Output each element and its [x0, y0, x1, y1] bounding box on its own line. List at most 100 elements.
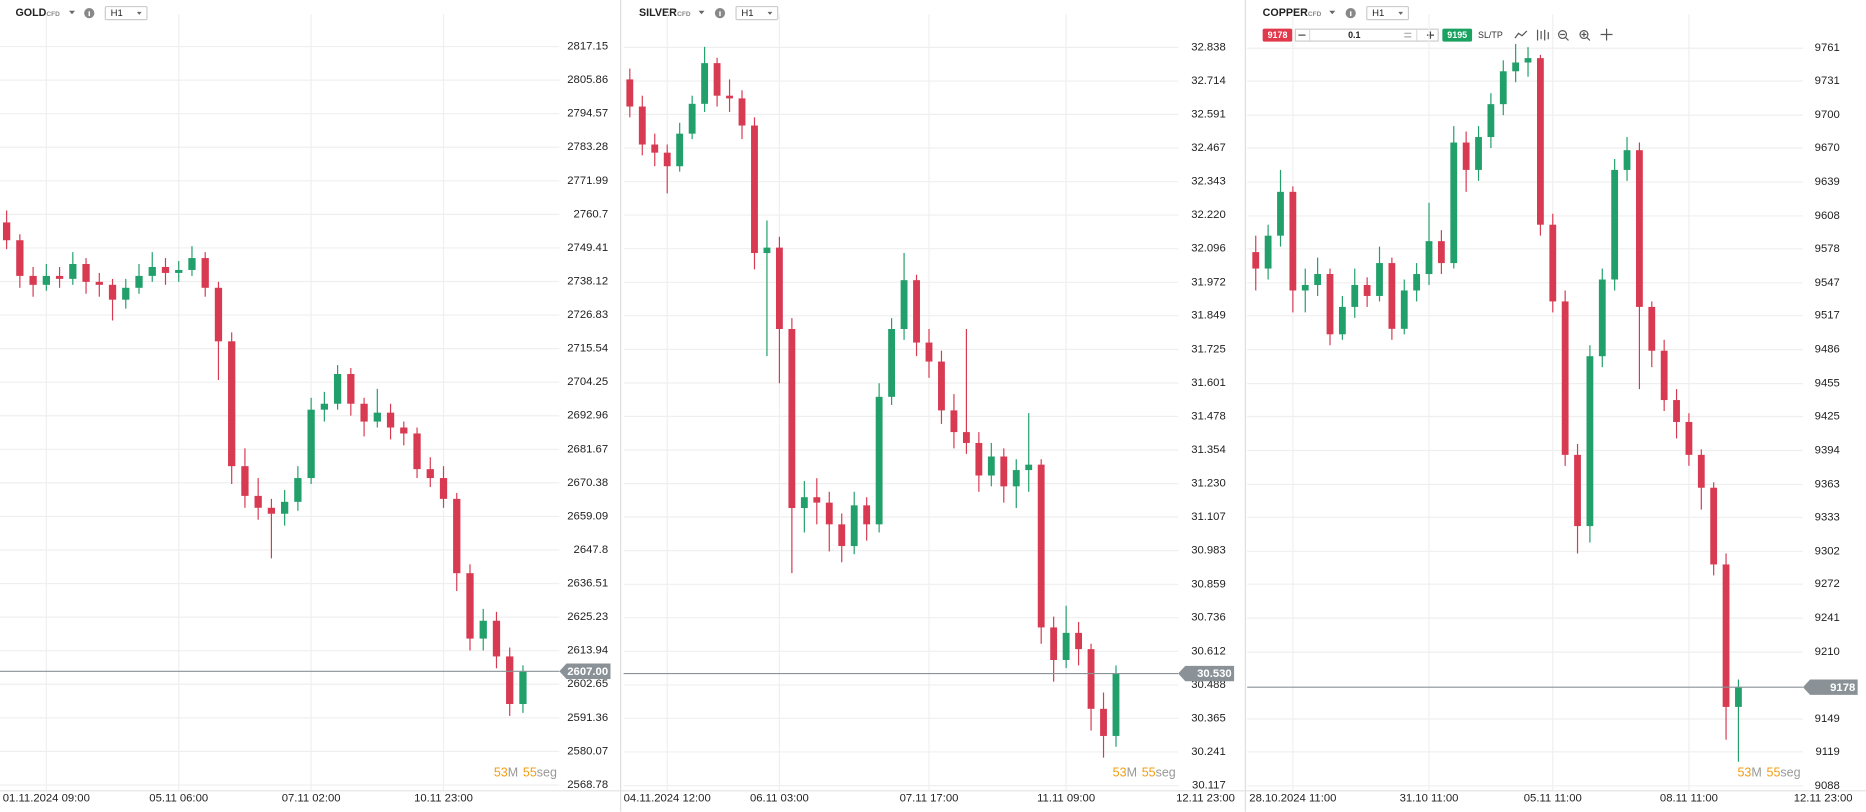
symbol-title[interactable]: GOLD: [15, 7, 46, 19]
dropdown-arrow[interactable]: [1329, 10, 1336, 15]
y-tick-label: 9486: [1815, 344, 1840, 356]
y-tick-label: 9149: [1815, 713, 1840, 725]
x-tick-label: 05.11 11:00: [1524, 793, 1582, 805]
y-tick-label: 9119: [1816, 746, 1840, 758]
y-tick-label: 2704.25: [567, 376, 608, 388]
y-tick-label: 2681.67: [567, 443, 608, 455]
x-tick-label: 07.11 02:00: [282, 793, 341, 805]
candle-body: [1425, 241, 1433, 275]
y-tick-label: 2817.15: [567, 41, 608, 53]
candle-body: [294, 478, 302, 502]
candle-body: [800, 497, 808, 509]
timeframe: H1: [111, 8, 123, 19]
symbol-title[interactable]: COPPER: [1263, 7, 1308, 19]
candle-body: [688, 103, 696, 134]
buy-price: 9195: [1447, 30, 1467, 40]
candle-body: [713, 63, 721, 96]
candle-body: [663, 152, 671, 167]
timeframe-select[interactable]: [1366, 5, 1410, 21]
y-tick-label: 30.859: [1191, 578, 1226, 590]
candle-tool-icon[interactable]: [1536, 29, 1549, 41]
zoom-in-icon[interactable]: [1579, 30, 1589, 40]
candle-body: [913, 280, 920, 343]
y-tick-label: 2692.96: [567, 410, 608, 422]
last-price-label: 2607.00: [567, 666, 608, 678]
candle-body: [900, 280, 908, 330]
candle-body: [676, 133, 684, 167]
y-tick-label: 32.591: [1191, 108, 1226, 120]
candle-body: [506, 656, 514, 704]
current-time-label: 12.11 23:00: [1176, 793, 1235, 805]
candle-body: [888, 329, 896, 397]
zoom-out-icon[interactable]: [1558, 30, 1568, 40]
candle-body: [95, 281, 103, 285]
candle-body: [788, 329, 796, 509]
candle-body: [1660, 350, 1668, 401]
countdown-part: M: [508, 766, 518, 780]
dropdown-arrow[interactable]: [69, 10, 75, 15]
y-tick-label: 30.983: [1191, 545, 1226, 557]
candle-body: [738, 98, 746, 126]
countdown: 53M 55seg: [1113, 766, 1176, 780]
y-tick-label: 31.107: [1191, 511, 1226, 523]
symbol-title[interactable]: SILVER: [639, 7, 677, 19]
candle-body: [42, 275, 50, 285]
y-tick-label: 32.343: [1191, 176, 1226, 188]
y-tick-label: 9547: [1815, 277, 1840, 289]
candle-body: [1685, 421, 1693, 455]
y-tick-label: 2783.28: [567, 141, 608, 153]
candle-body: [69, 264, 77, 279]
candle-body: [1586, 356, 1594, 527]
candle-body: [1037, 464, 1045, 628]
candle-body: [241, 466, 249, 496]
countdown-part: 55: [523, 766, 537, 780]
info-glyph: [1349, 11, 1352, 17]
sl-tp-button[interactable]: SL/TP: [1478, 30, 1503, 40]
y-tick-label: 32.096: [1191, 243, 1226, 255]
y-tick-label: 9394: [1815, 444, 1840, 456]
candle-body: [320, 403, 329, 410]
y-tick-label: 30.241: [1191, 746, 1226, 758]
timeframe-select[interactable]: [104, 5, 148, 21]
quantity-box[interactable]: [1294, 28, 1439, 42]
x-tick-label: 10.11 23:00: [414, 793, 473, 805]
crosshair-icon[interactable]: [1600, 28, 1613, 41]
candle-body: [1561, 301, 1569, 455]
line-tool-icon[interactable]: [1514, 30, 1528, 39]
candle-body: [386, 412, 395, 428]
candle-body: [439, 478, 448, 499]
candle-body: [175, 269, 183, 273]
candle-body: [281, 501, 289, 514]
dropdown-arrow[interactable]: [698, 10, 705, 15]
y-tick-label: 30.117: [1192, 780, 1226, 792]
candle-body: [1363, 284, 1371, 296]
candle-body: [148, 266, 156, 276]
candle-body: [1264, 235, 1272, 269]
y-tick-label: 9302: [1815, 545, 1840, 557]
countdown-part: 53: [1737, 766, 1751, 780]
y-tick-label: 31.601: [1191, 377, 1226, 389]
candle-body: [763, 247, 771, 254]
plus-icon[interactable]: [1426, 31, 1435, 39]
countdown-part: seg: [537, 766, 557, 780]
x-tick-label: 08.11 11:00: [1660, 793, 1718, 805]
swap-icon[interactable]: [1404, 32, 1412, 38]
candle-body: [492, 620, 501, 657]
y-tick-label: 31.972: [1191, 276, 1226, 288]
candle-body: [1437, 241, 1445, 264]
quantity[interactable]: 0.1: [1348, 30, 1360, 40]
y-tick-label: 9088: [1815, 780, 1840, 792]
sell-button[interactable]: [1262, 28, 1293, 42]
countdown-part: seg: [1780, 766, 1800, 780]
candle-body: [875, 396, 883, 525]
y-tick-label: 2760.7: [574, 208, 609, 220]
timeframe: H1: [741, 8, 753, 19]
y-tick-label: 2794.57: [567, 108, 608, 120]
buy-button[interactable]: [1442, 28, 1473, 42]
candle-body: [1697, 454, 1705, 488]
y-tick-label: 2647.8: [574, 544, 609, 556]
x-tick-label: 04.11.2024 12:00: [624, 793, 711, 805]
dropdown-arrow: [1398, 11, 1404, 15]
timeframe-select[interactable]: [735, 5, 779, 21]
